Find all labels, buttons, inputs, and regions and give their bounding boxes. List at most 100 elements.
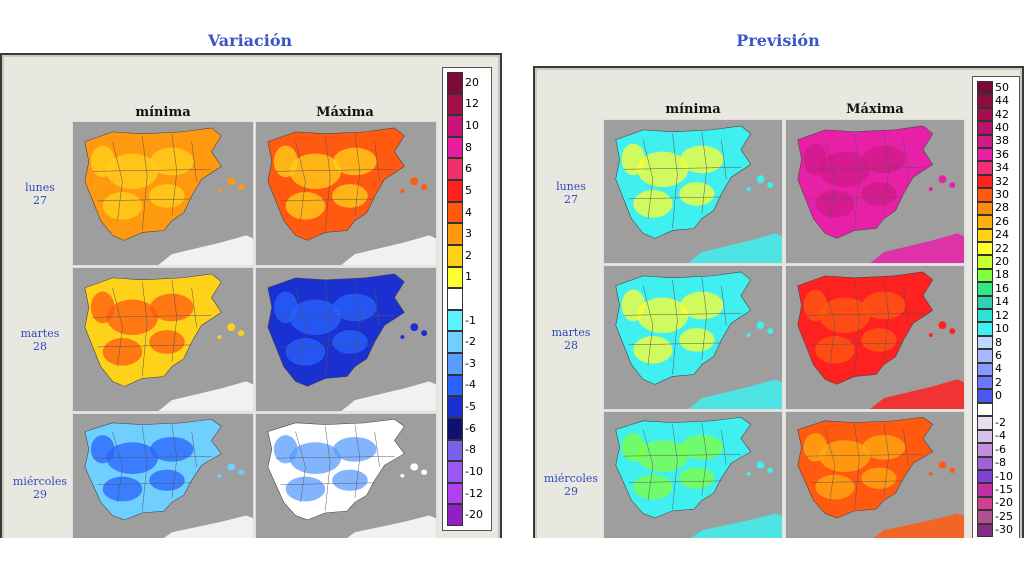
legend-swatch: [447, 180, 463, 202]
day-number: 27: [33, 194, 47, 207]
col-header-maxima: Máxima: [316, 105, 374, 120]
legend-label: -20: [465, 508, 483, 522]
legend-swatch: [447, 158, 463, 181]
legend-label: 34: [995, 161, 1009, 175]
legend-swatch: [447, 504, 463, 526]
legend-label: -8: [995, 456, 1006, 470]
legend-label: 32: [995, 174, 1009, 188]
legend-label: -10: [995, 469, 1013, 483]
legend-label: 38: [995, 134, 1009, 148]
legend-swatch: [447, 309, 463, 332]
legend-label: 22: [995, 241, 1009, 255]
legend-label: 14: [995, 295, 1009, 309]
legend-swatch: [977, 335, 993, 350]
legend-label: 36: [995, 147, 1009, 161]
legend-label: -30: [995, 523, 1013, 537]
legend-swatch: [977, 148, 993, 162]
iberia-map: [604, 412, 782, 540]
legend-label: 6: [465, 162, 472, 176]
day-name: martes: [20, 327, 60, 340]
legend-label: -25: [995, 509, 1013, 523]
legend-swatch: [977, 161, 993, 175]
map-variacion-martes-minima: [72, 267, 254, 412]
map-variacion-miercoles-maxima: [255, 413, 437, 541]
iberia-map: [256, 268, 436, 411]
legend-swatch: [447, 244, 463, 267]
legend-label: 18: [995, 268, 1009, 282]
legend-swatch: [447, 482, 463, 505]
legend-label: 4: [995, 362, 1002, 376]
legend-label: 12: [465, 97, 479, 111]
variacion-legend: 20 12 10 8 6 5 4 3 2 1 -1 -2 -3 -4 -5 -6 -8 -10 -12 -20: [442, 67, 492, 531]
legend-label: 3: [465, 227, 472, 241]
legend-swatch: [447, 223, 463, 245]
iberia-map: [256, 122, 436, 265]
day-name: miércoles: [543, 472, 599, 485]
legend-label: 30: [995, 188, 1009, 201]
day-label-miercoles: miércoles 29: [8, 475, 72, 501]
legend-swatch: [447, 201, 463, 224]
legend-label: -20: [995, 496, 1013, 510]
legend-label: -2: [465, 335, 476, 349]
legend-label: -12: [465, 486, 483, 500]
day-number: 28: [564, 339, 578, 352]
legend-label: 6: [995, 348, 1002, 362]
day-name: martes: [551, 326, 591, 339]
legend-label: -10: [465, 464, 483, 478]
legend-label: -2: [995, 416, 1006, 429]
iberia-map: [604, 120, 782, 263]
legend-label: 44: [995, 94, 1009, 108]
map-prevision-miercoles-minima: [603, 411, 783, 541]
legend-label: -8: [465, 443, 476, 457]
map-prevision-lunes-minima: [603, 119, 783, 264]
legend-label: 42: [995, 107, 1009, 121]
map-prevision-lunes-maxima: [785, 119, 965, 264]
legend-swatch: [977, 416, 993, 430]
legend-swatch: [977, 469, 993, 484]
map-variacion-lunes-maxima: [255, 121, 437, 266]
legend-label: 12: [995, 308, 1009, 322]
legend-label: 2: [465, 248, 472, 262]
legend-swatch: [977, 295, 993, 309]
legend-label: -4: [465, 378, 476, 392]
col-header-minima: mínima: [135, 105, 191, 120]
map-prevision-miercoles-maxima: [785, 411, 965, 541]
map-variacion-martes-maxima: [255, 267, 437, 412]
legend-label: -1: [465, 313, 476, 327]
legend-swatch: [977, 510, 993, 524]
day-number: 27: [564, 193, 578, 206]
map-prevision-martes-minima: [603, 265, 783, 410]
variacion-panel: mínima Máxima lunes 27 martes 28 miércol…: [0, 53, 502, 543]
day-name: miércoles: [12, 475, 68, 488]
legend-label: -6: [465, 421, 476, 435]
iberia-map: [73, 122, 253, 265]
iberia-map: [786, 120, 964, 263]
day-name: lunes: [25, 181, 55, 194]
day-number: 28: [33, 340, 47, 353]
legend-swatch: [447, 266, 463, 289]
iberia-map: [256, 414, 436, 541]
legend-label: 2: [995, 375, 1002, 389]
iberia-map: [73, 268, 253, 411]
day-number: 29: [33, 488, 47, 501]
variacion-title: Variación: [207, 31, 293, 50]
iberia-map: [604, 266, 782, 409]
day-number: 29: [564, 485, 578, 498]
legend-swatch: [977, 443, 993, 457]
day-label-lunes: lunes 27: [543, 180, 599, 206]
legend-swatch: [447, 461, 463, 483]
legend-swatch: [447, 353, 463, 375]
legend-swatch: [977, 376, 993, 390]
legend-label: 8: [995, 335, 1002, 349]
prevision-title: Previsión: [736, 31, 820, 50]
page-bottom-margin: [0, 538, 1024, 576]
legend-swatch: [977, 107, 993, 122]
legend-swatch: [977, 174, 993, 189]
day-label-martes: martes 28: [543, 326, 599, 352]
legend-swatch: [977, 215, 993, 229]
iberia-map: [786, 412, 964, 540]
legend-swatch: [447, 417, 463, 440]
legend-swatch: [977, 228, 993, 242]
col-header-maxima: Máxima: [846, 102, 904, 117]
legend-swatch: [977, 282, 993, 296]
